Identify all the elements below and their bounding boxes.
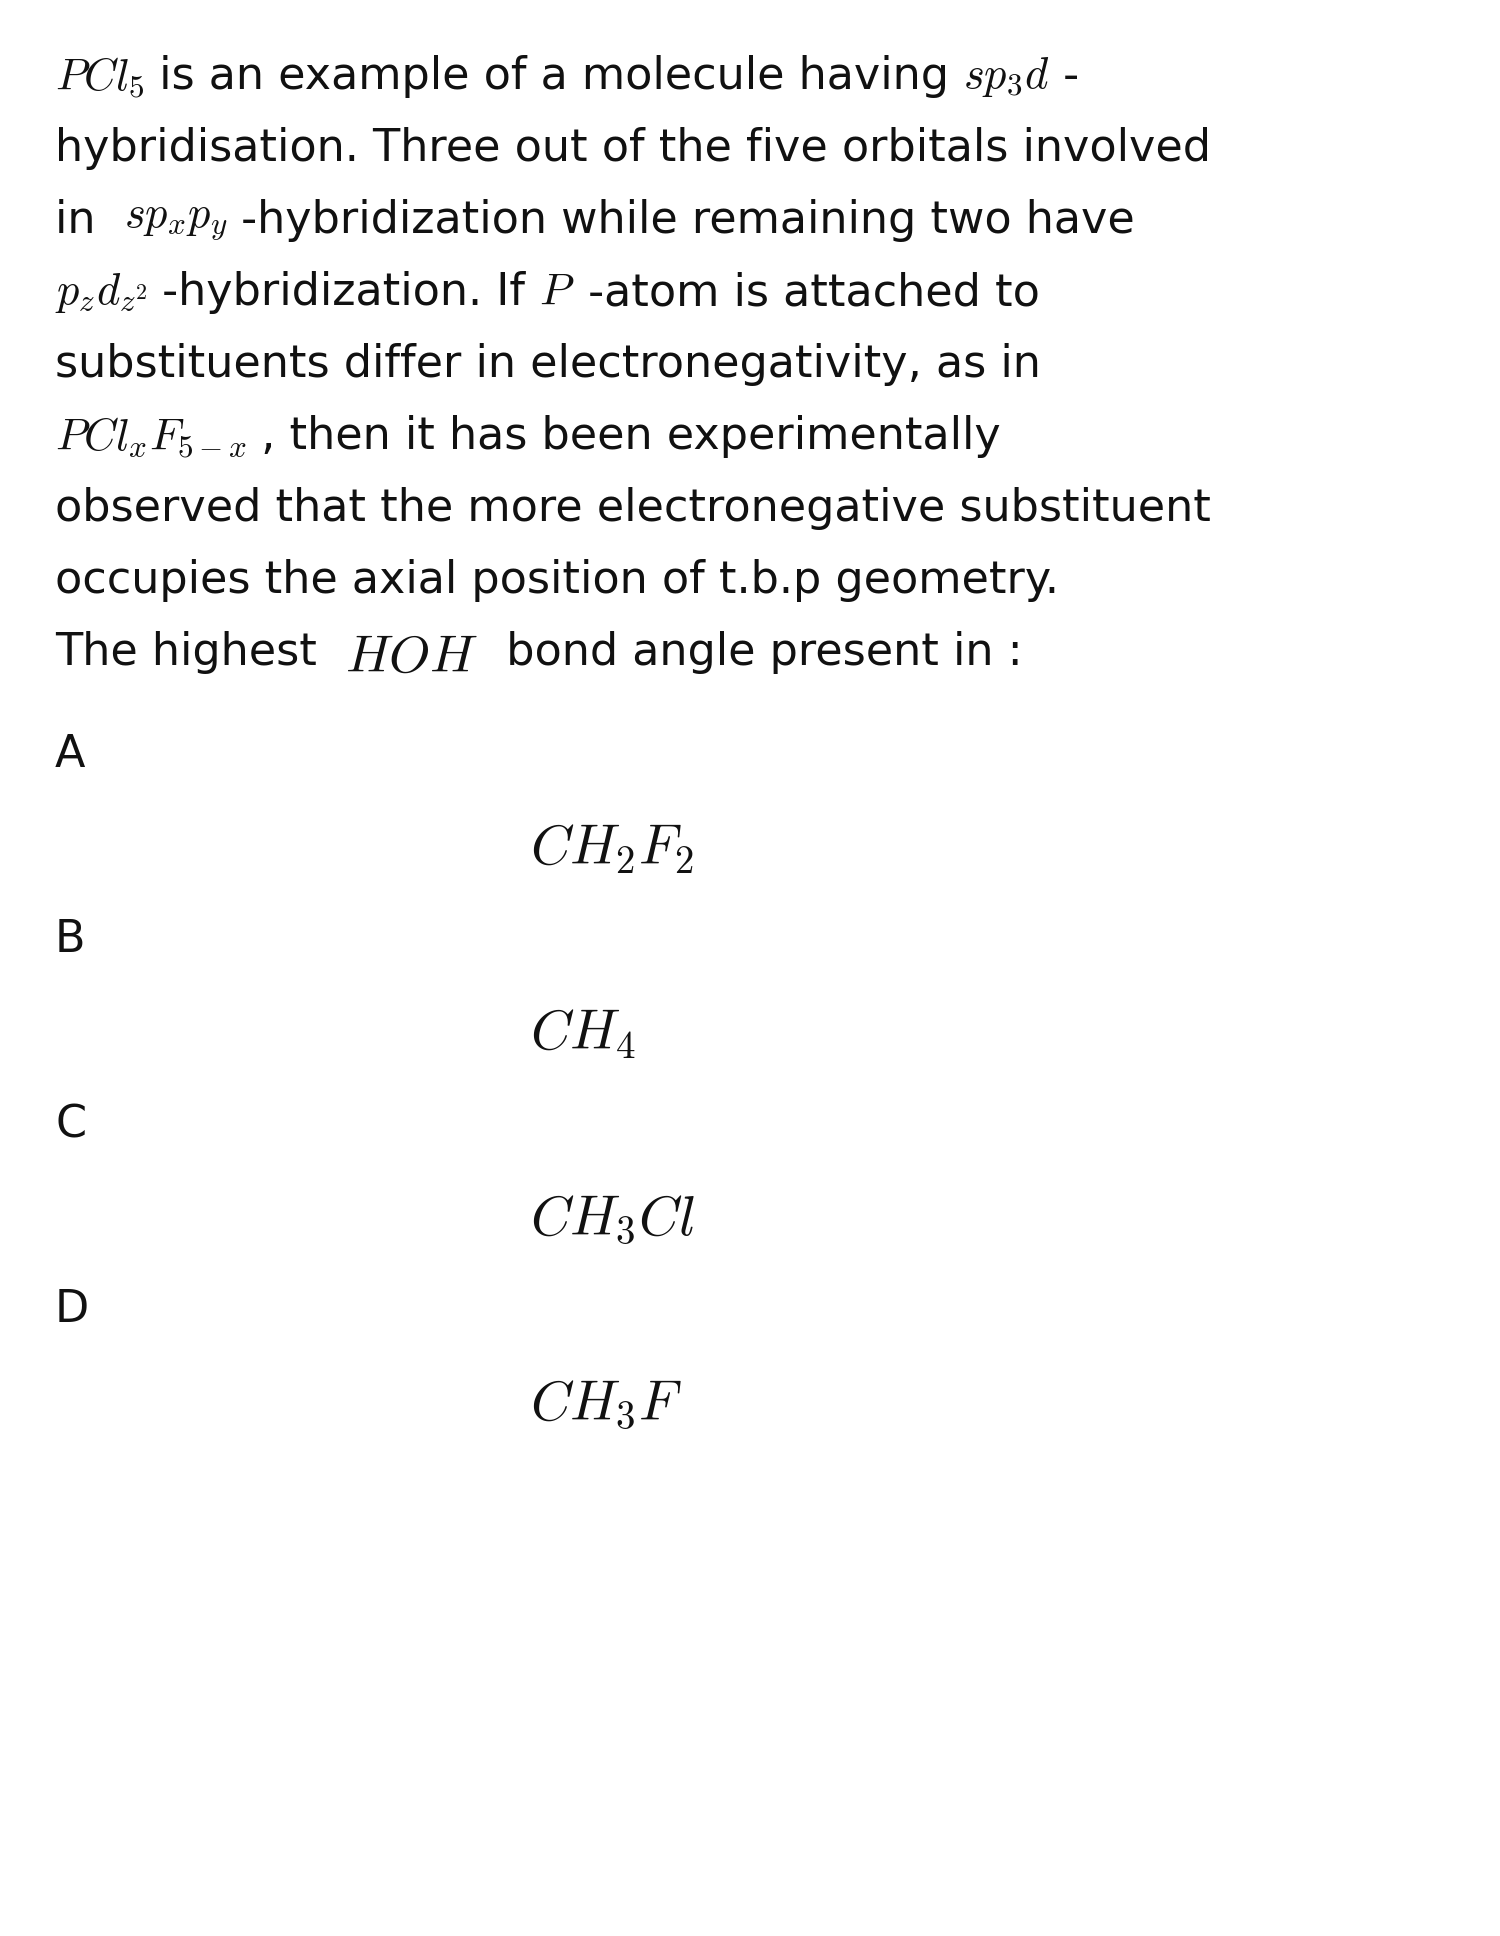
Text: occupies the axial position of t.b.p geometry.: occupies the axial position of t.b.p geo… <box>56 560 1059 602</box>
Text: is an example of a molecule having: is an example of a molecule having <box>144 54 963 99</box>
Text: in: in <box>56 199 123 242</box>
Text: C: C <box>56 1104 86 1146</box>
Text: $sp_3d$: $sp_3d$ <box>963 54 1050 99</box>
Text: $p_zd_{z^2}$: $p_zd_{z^2}$ <box>56 271 147 316</box>
Text: $PCl_5$: $PCl_5$ <box>56 54 144 101</box>
Text: $P$: $P$ <box>538 271 574 314</box>
Text: B: B <box>56 918 86 960</box>
Text: observed that the more electronegative substituent: observed that the more electronegative s… <box>56 488 1210 530</box>
Text: D: D <box>56 1287 90 1332</box>
Text: A: A <box>56 734 86 776</box>
Text: bond angle present in :: bond angle present in : <box>478 631 1023 674</box>
Text: , then it has been experimentally: , then it has been experimentally <box>246 414 1000 459</box>
Text: $HOH$: $HOH$ <box>345 631 478 683</box>
Text: -hybridization while remaining two have: -hybridization while remaining two have <box>226 199 1136 242</box>
Text: $sp_xp_y$: $sp_xp_y$ <box>123 199 226 242</box>
Text: hybridisation. Three out of the five orbitals involved: hybridisation. Three out of the five orb… <box>56 128 1210 170</box>
Text: $CH_4$: $CH_4$ <box>530 1009 636 1063</box>
Text: The highest: The highest <box>56 631 345 674</box>
Text: -: - <box>1050 54 1080 99</box>
Text: $CH_3F$: $CH_3F$ <box>530 1378 682 1433</box>
Text: substituents differ in electronegativity, as in: substituents differ in electronegativity… <box>56 343 1041 385</box>
Text: $CH_3Cl$: $CH_3Cl$ <box>530 1193 694 1247</box>
Text: $PCl_xF_{5-x}$: $PCl_xF_{5-x}$ <box>56 414 246 461</box>
Text: -atom is attached to: -atom is attached to <box>574 271 1040 314</box>
Text: -hybridization. If: -hybridization. If <box>147 271 538 314</box>
Text: $CH_2F_2$: $CH_2F_2$ <box>530 823 694 877</box>
